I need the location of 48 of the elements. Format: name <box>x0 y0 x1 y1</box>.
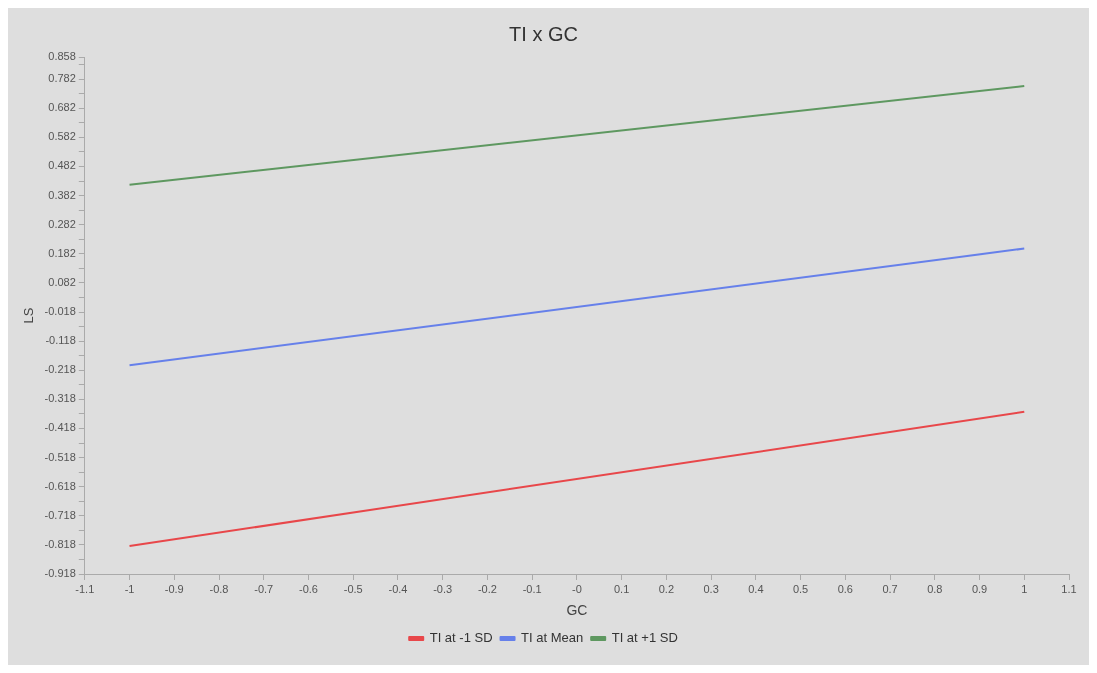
y-tick-label: -0.318 <box>44 392 76 405</box>
x-tick-label: 0.7 <box>882 582 898 595</box>
legend-label: TI at -1 SD <box>429 630 493 646</box>
x-tick-label: -1 <box>124 582 135 595</box>
y-axis-title: LS <box>21 307 37 324</box>
legend-label: TI at Mean <box>521 630 584 646</box>
x-tick-label: -0.8 <box>209 582 229 595</box>
y-tick-label: 0.282 <box>48 217 76 230</box>
x-tick-label: -0.3 <box>433 582 453 595</box>
x-tick-label: -0.2 <box>477 582 497 595</box>
x-tick-label: 1.1 <box>1061 582 1077 595</box>
y-tick-label: -0.118 <box>45 334 76 347</box>
y-tick-label: -0.718 <box>44 508 76 521</box>
x-tick-label: 0.1 <box>613 582 630 595</box>
y-tick-label: -0.618 <box>44 479 76 492</box>
y-tick-label: 0.082 <box>48 275 76 288</box>
x-tick-label: 1 <box>1021 582 1028 595</box>
x-tick-label: -0.5 <box>343 582 363 595</box>
x-tick-label: 0.3 <box>703 582 719 595</box>
y-tick-label: -0.418 <box>44 421 76 434</box>
x-tick-label: 0.2 <box>658 582 675 595</box>
x-tick-label: 0.8 <box>927 582 943 595</box>
x-tick-label: 0.6 <box>837 582 853 595</box>
x-tick-label: -0.4 <box>388 582 408 595</box>
x-tick-label: -0.7 <box>254 582 274 595</box>
y-tick-label: 0.482 <box>48 159 76 172</box>
x-axis-title: GC <box>566 602 588 619</box>
y-tick-label: 0.858 <box>48 50 76 63</box>
x-tick-label: -0 <box>572 582 582 595</box>
chart-title: TI x GC <box>509 22 578 45</box>
y-tick-label: 0.782 <box>48 72 76 85</box>
y-tick-label: 0.382 <box>48 188 76 201</box>
x-tick-label: -1.1 <box>75 582 95 595</box>
y-tick-label: 0.182 <box>48 246 76 259</box>
x-tick-label: -0.1 <box>522 582 542 595</box>
y-tick-label: -0.518 <box>44 450 76 463</box>
y-tick-label: -0.818 <box>44 537 76 550</box>
y-tick-label: -0.918 <box>44 567 76 580</box>
x-tick-label: -0.6 <box>298 582 318 595</box>
y-tick-label: -0.218 <box>44 363 76 376</box>
legend-label: TI at +1 SD <box>611 630 678 646</box>
x-tick-label: 0.4 <box>748 582 764 595</box>
y-tick-label: 0.582 <box>48 130 76 143</box>
y-tick-label: 0.682 <box>48 101 76 114</box>
x-tick-label: -0.9 <box>164 582 184 595</box>
x-tick-label: 0.9 <box>971 582 988 595</box>
y-tick-label: -0.018 <box>44 305 76 318</box>
x-tick-label: 0.5 <box>792 582 809 595</box>
